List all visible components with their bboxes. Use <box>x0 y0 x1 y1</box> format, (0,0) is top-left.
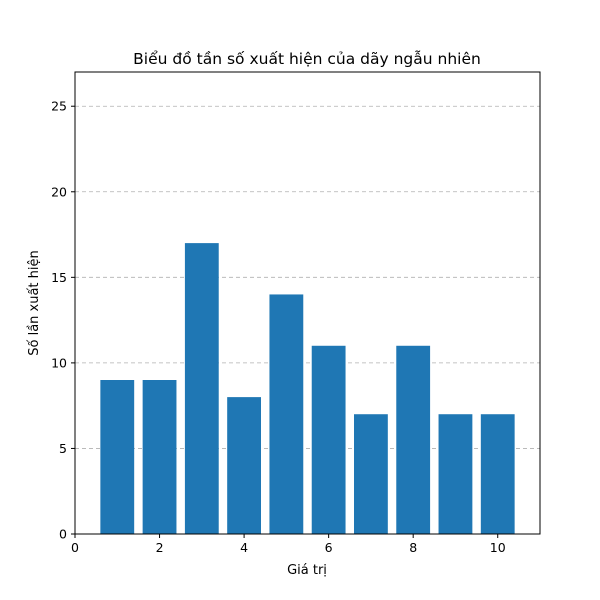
x-tick-label: 6 <box>325 540 333 555</box>
x-axis-label: Giá trị <box>287 563 327 578</box>
bars <box>100 243 515 534</box>
x-tick-label: 2 <box>156 540 164 555</box>
bar <box>354 414 388 534</box>
y-tick-label: 5 <box>59 441 67 456</box>
x-tick-label: 4 <box>240 540 248 555</box>
y-tick-label: 25 <box>51 99 67 114</box>
bar <box>311 345 346 534</box>
x-axis-ticks: 0 2 4 6 8 10 <box>71 534 506 555</box>
x-tick-label: 8 <box>409 540 417 555</box>
y-axis-label: Số lần xuất hiện <box>27 250 42 356</box>
y-tick-label: 15 <box>51 270 67 285</box>
plot-frame <box>74 71 541 535</box>
y-tick-label: 20 <box>51 184 67 199</box>
bar <box>438 414 473 534</box>
bar <box>100 380 135 534</box>
x-tick-label: 10 <box>490 540 506 555</box>
chart-title: Biểu đồ tần số xuất hiện của dãy ngẫu nh… <box>133 50 481 68</box>
bar <box>480 414 515 534</box>
bar <box>227 397 261 534</box>
bar <box>269 294 304 534</box>
y-axis-ticks: 0 5 10 15 20 25 <box>51 99 75 542</box>
bar <box>184 243 219 534</box>
y-tick-label: 0 <box>59 527 67 542</box>
y-tick-label: 10 <box>51 355 67 370</box>
x-tick-label: 0 <box>71 540 79 555</box>
bar <box>396 345 431 534</box>
bar <box>142 380 177 534</box>
